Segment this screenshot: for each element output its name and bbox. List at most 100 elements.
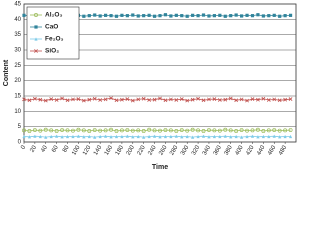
marker — [174, 134, 178, 138]
marker — [158, 96, 162, 101]
marker — [65, 128, 70, 133]
marker — [152, 128, 157, 133]
marker — [228, 128, 233, 133]
marker — [174, 98, 179, 102]
marker — [71, 128, 75, 133]
marker — [120, 134, 124, 139]
marker — [201, 98, 206, 103]
y-tick-label: 5 — [18, 124, 22, 130]
marker — [234, 13, 238, 17]
marker — [229, 14, 233, 18]
marker — [196, 14, 200, 18]
x-tick-label: 20 — [29, 144, 38, 153]
marker — [33, 134, 37, 138]
marker — [109, 135, 113, 139]
marker — [217, 128, 222, 133]
series-line — [23, 129, 291, 132]
marker — [245, 98, 249, 103]
marker — [141, 96, 146, 101]
marker — [256, 97, 260, 102]
marker — [185, 14, 189, 18]
marker — [103, 128, 108, 133]
marker — [22, 97, 26, 102]
marker — [98, 134, 102, 139]
marker — [207, 97, 211, 102]
y-tick-label: 25 — [14, 63, 21, 69]
x-tick-label: 320 — [191, 144, 202, 156]
series-line — [23, 135, 291, 138]
marker — [92, 128, 97, 132]
y-tick-label: 45 — [14, 2, 21, 8]
marker — [256, 135, 260, 139]
x-tick-label: 200 — [126, 144, 137, 156]
marker — [240, 135, 244, 139]
marker — [142, 14, 146, 18]
marker — [55, 134, 59, 138]
marker — [60, 135, 64, 139]
marker — [174, 129, 179, 133]
marker — [240, 14, 244, 18]
marker — [22, 134, 26, 139]
marker — [212, 128, 217, 133]
marker — [152, 14, 157, 18]
marker — [201, 134, 206, 138]
marker — [191, 13, 195, 17]
marker — [120, 13, 124, 17]
marker — [136, 97, 141, 102]
marker — [76, 127, 81, 132]
marker — [196, 128, 201, 133]
marker — [168, 128, 173, 133]
marker — [27, 98, 32, 103]
marker — [179, 97, 184, 101]
marker — [32, 128, 37, 132]
x-tick-label: 440 — [256, 144, 267, 156]
marker — [125, 134, 129, 138]
marker — [114, 129, 119, 133]
marker — [87, 129, 92, 133]
marker — [223, 127, 228, 132]
marker — [104, 13, 108, 17]
marker — [131, 135, 135, 139]
marker — [245, 128, 249, 133]
marker — [43, 98, 48, 103]
marker — [196, 96, 200, 101]
marker — [131, 13, 135, 17]
marker — [54, 129, 59, 133]
y-tick-label: 35 — [14, 32, 21, 38]
marker — [266, 128, 271, 133]
marker — [82, 135, 86, 139]
marker — [229, 135, 233, 139]
marker — [234, 129, 239, 133]
marker — [163, 98, 168, 103]
x-tick-label: 260 — [158, 144, 169, 156]
x-tick-label: 140 — [93, 144, 104, 156]
marker — [190, 97, 195, 102]
marker — [228, 96, 233, 101]
marker — [255, 127, 260, 132]
x-tick-label: 480 — [278, 144, 289, 156]
marker — [267, 14, 271, 18]
marker — [136, 14, 140, 18]
marker — [109, 127, 113, 132]
x-tick-label: 360 — [213, 144, 224, 156]
marker — [250, 97, 255, 101]
legend-label: CaO — [45, 24, 58, 31]
marker — [250, 128, 255, 133]
marker — [261, 134, 265, 139]
marker — [65, 134, 70, 139]
marker — [234, 98, 239, 103]
marker — [158, 135, 162, 139]
marker — [38, 97, 43, 102]
marker — [212, 14, 216, 18]
marker — [223, 97, 228, 102]
marker — [98, 14, 102, 18]
marker — [185, 98, 190, 103]
marker — [104, 134, 108, 138]
x-tick-label: 420 — [245, 144, 256, 156]
marker — [207, 135, 211, 139]
marker — [190, 127, 195, 132]
marker — [49, 134, 53, 139]
marker — [130, 98, 135, 103]
x-axis-title: Time — [152, 164, 168, 171]
